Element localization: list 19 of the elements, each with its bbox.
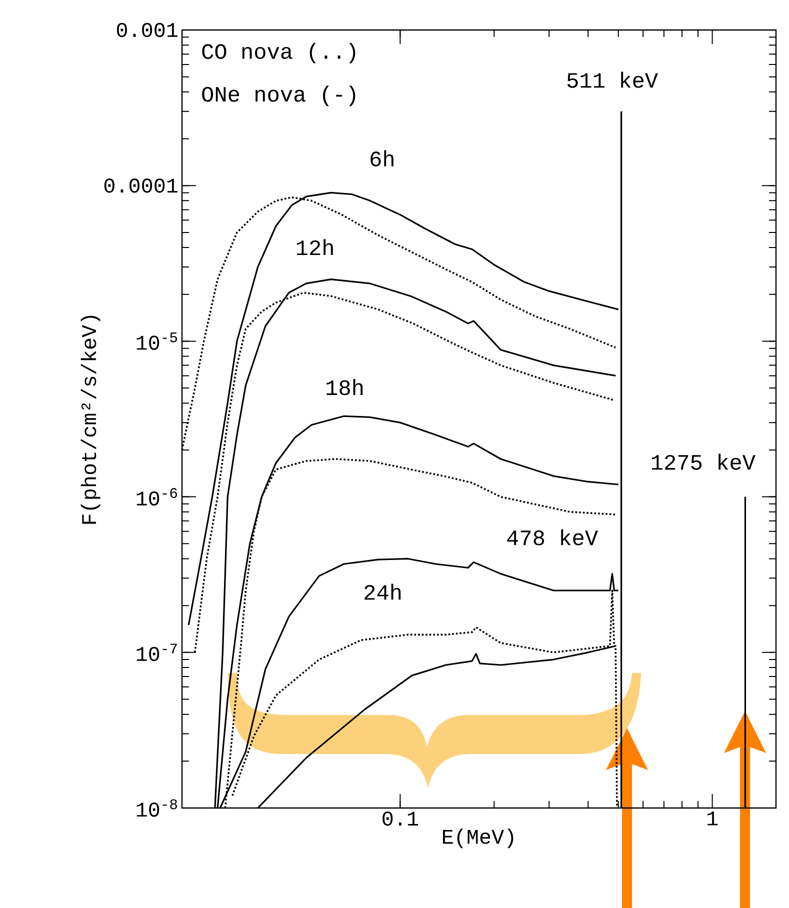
annotation: 18h [326,379,363,396]
annotation: 511 keV [567,72,658,88]
annotation: ONe nova (-) [202,86,356,106]
annotation: 478 keV [507,529,598,546]
annotation: 6h [370,150,394,166]
x-tick-label: 0.1 [382,812,418,826]
y-tick-label: 10$^{-8}$ [136,799,178,817]
annotation: CO nova (..) [202,42,356,64]
y-tick-label: 0.0001 [104,178,178,193]
y-tick-label: 10$^{-6}$ [136,488,178,506]
y-tick-label: 10$^{-5}$ [136,332,178,350]
x-tick-label: 1 [708,812,718,826]
annotation: 24h [364,584,401,600]
x-axis-title: E(MeV) [442,828,514,848]
y-axis-title: F(phot/cm²/s/keV) [80,316,100,524]
y-tick-label: 0.001 [116,22,178,38]
annotation: 12h [296,239,333,256]
annotation: 1275 keV [652,454,756,470]
y-tick-label: 10$^{-7}$ [136,644,177,662]
